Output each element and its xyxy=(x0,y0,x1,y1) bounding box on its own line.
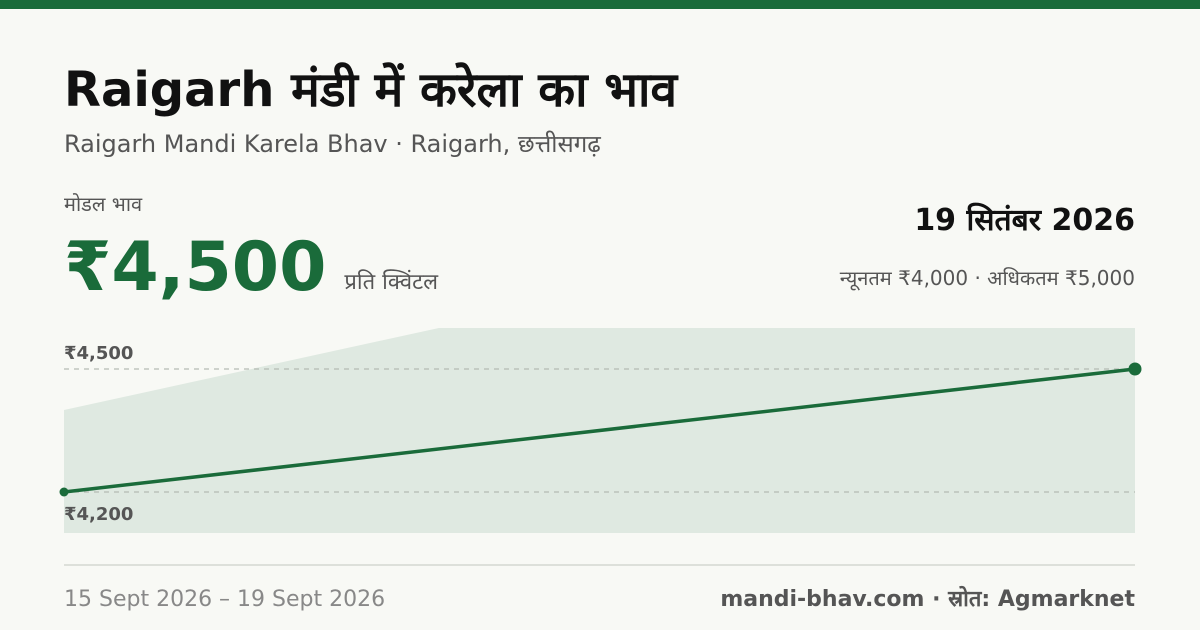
title: Raigarh मंडी में करेला का भाव xyxy=(64,62,679,118)
price-value: ₹4,500 xyxy=(64,228,326,307)
point xyxy=(1128,362,1142,376)
price-line xyxy=(63,367,1136,494)
chart: ₹4,500 ₹4,200 xyxy=(59,328,1142,533)
footer-source: mandi-bhav.com · स्रोत: Agmarknet xyxy=(720,585,1135,612)
price-range: न्यूनतम ₹4,000 · अधिकतम ₹5,000 xyxy=(840,266,1135,291)
y-tick-label: ₹4,500 xyxy=(64,343,133,364)
footer-date-range: 15 Sept 2026 – 19 Sept 2026 xyxy=(64,587,385,612)
point xyxy=(59,487,69,497)
top-bar xyxy=(0,0,1200,9)
price-unit: प्रति क्विंटल xyxy=(344,269,439,295)
subtitle: Raigarh Mandi Karela Bhav · Raigarh, छत्… xyxy=(64,130,601,158)
y-tick-label: ₹4,200 xyxy=(64,504,133,525)
price-label: मोडल भाव xyxy=(64,192,143,216)
price-date: 19 सितंबर 2026 xyxy=(914,202,1135,238)
